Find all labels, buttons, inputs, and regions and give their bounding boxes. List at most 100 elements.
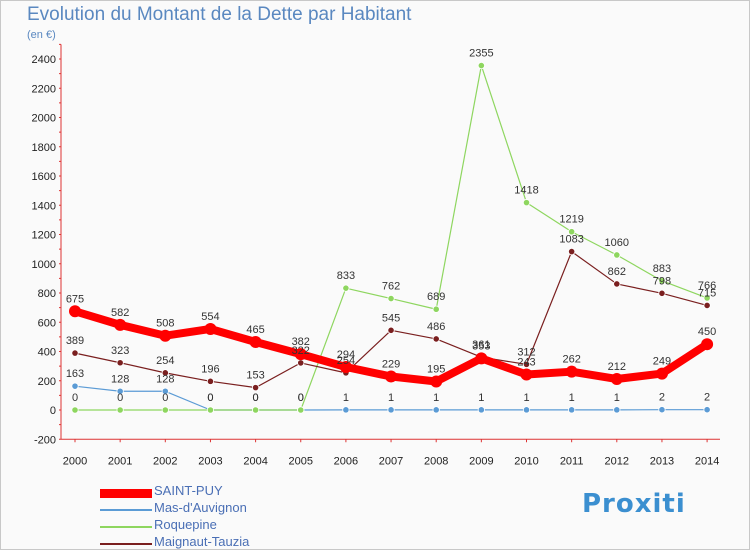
data-point [522, 406, 531, 414]
data-label: 1083 [559, 234, 583, 246]
data-point [116, 406, 124, 414]
data-point [339, 361, 352, 374]
data-label: 0 [117, 392, 123, 404]
data-point [387, 326, 395, 334]
data-point [432, 406, 440, 414]
data-label: 361 [472, 339, 490, 351]
data-point [161, 387, 169, 395]
data-point [613, 251, 621, 259]
data-point [294, 348, 307, 361]
data-point [114, 318, 127, 331]
data-point [297, 359, 305, 367]
data-label: 0 [72, 392, 78, 404]
legend-swatch-mas-d-auvignon [100, 509, 152, 511]
legend-swatch-saint-puy [100, 489, 152, 498]
data-label: 153 [246, 370, 264, 382]
data-label: 1 [614, 392, 620, 404]
legend-swatch-roquepine [100, 526, 152, 528]
data-label: 0 [298, 392, 304, 404]
x-tick-label: 2000 [63, 455, 87, 467]
data-point [568, 406, 576, 414]
x-tick-label: 2012 [605, 455, 629, 467]
data-label: 262 [562, 354, 580, 366]
data-label: 249 [653, 356, 671, 368]
data-point [703, 294, 711, 302]
y-tick-label: 200 [38, 376, 56, 388]
data-label: 196 [201, 363, 219, 375]
chart-title: Evolution du Montant de la Dette par Hab… [27, 4, 412, 25]
data-point [71, 349, 79, 357]
x-tick-label: 2005 [289, 455, 313, 467]
data-label: 1 [523, 392, 529, 404]
data-point [252, 384, 260, 392]
data-label: 2355 [469, 48, 493, 60]
data-label: 312 [517, 346, 535, 358]
data-point [206, 377, 215, 385]
data-point [701, 338, 714, 351]
data-label: 1 [388, 392, 394, 404]
data-point [432, 335, 440, 343]
data-point [520, 368, 533, 381]
data-label: 862 [608, 266, 626, 278]
data-label: 322 [292, 345, 310, 357]
data-label: 1 [478, 392, 484, 404]
data-point [297, 406, 305, 414]
data-point [565, 365, 578, 378]
data-label: 294 [337, 349, 355, 361]
y-tick-label: 2200 [32, 83, 56, 95]
data-label: 2 [704, 392, 710, 404]
proxiti-logo: Proxiti [582, 489, 686, 519]
y-tick-label: 800 [38, 288, 56, 300]
x-tick-label: 2011 [560, 455, 584, 467]
data-point [161, 406, 169, 414]
data-point [703, 301, 711, 310]
legend-label: Mas-d'Auvignon [154, 500, 247, 515]
y-tick-label: 2400 [32, 54, 56, 66]
data-label: 0 [207, 392, 213, 404]
y-tick-label: 0 [50, 405, 56, 417]
data-label: 554 [201, 311, 219, 323]
data-label: 675 [66, 293, 84, 305]
data-label: 766 [698, 280, 716, 292]
data-point [658, 406, 666, 414]
data-point [703, 406, 711, 414]
data-point [522, 360, 531, 368]
data-point [477, 406, 485, 414]
y-tick-label: 1600 [32, 171, 56, 183]
legend-label: Roquepine [154, 517, 217, 532]
data-label: 1418 [514, 185, 538, 197]
data-point [116, 359, 124, 367]
data-label: 389 [66, 335, 84, 347]
data-label: 128 [156, 373, 174, 385]
data-point [655, 367, 668, 380]
x-tick-label: 2007 [379, 455, 403, 467]
data-point [613, 406, 621, 414]
data-label: 0 [253, 392, 259, 404]
data-label: 254 [337, 355, 355, 367]
x-tick-label: 2014 [695, 455, 719, 467]
data-point [342, 284, 350, 292]
data-point [477, 61, 485, 70]
data-label: 883 [653, 263, 671, 275]
y-tick-label: 1400 [32, 200, 56, 212]
data-point [658, 289, 666, 297]
x-tick-label: 2001 [108, 455, 132, 467]
data-point [610, 372, 623, 385]
data-label: 1060 [605, 237, 629, 249]
data-point [568, 228, 576, 236]
x-tick-label: 2010 [514, 455, 538, 467]
data-label: 715 [698, 287, 716, 299]
data-point [568, 248, 576, 256]
data-point [430, 375, 443, 388]
data-label: 833 [337, 270, 355, 282]
y-tick-label: 600 [38, 317, 56, 329]
data-label: 2 [659, 392, 665, 404]
data-point [342, 406, 350, 414]
data-label: 1 [343, 392, 349, 404]
data-point [204, 322, 217, 335]
data-point [116, 387, 124, 395]
data-point [71, 382, 79, 390]
data-label: 229 [382, 359, 400, 371]
x-tick-label: 2008 [424, 455, 448, 467]
data-point [252, 406, 260, 414]
